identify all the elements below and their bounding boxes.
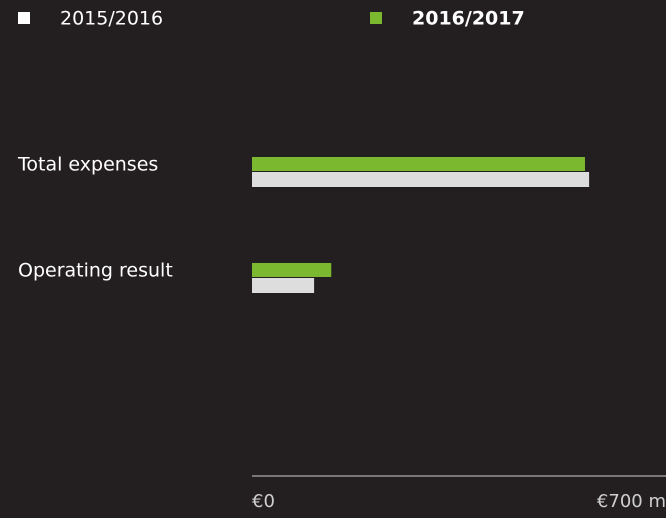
category-label: Total expenses [17,154,158,176]
x-tick-label: €700 m [597,491,666,512]
legend-label: 2015/2016 [60,8,163,30]
legend-label: 2016/2017 [412,8,525,30]
bar [252,172,590,187]
legend-swatch [370,12,382,24]
category-label: Operating result [18,260,173,282]
bar [252,263,332,277]
bar [252,278,315,293]
x-tick-label: €0 [252,491,275,512]
legend-swatch [18,12,30,24]
bar [252,157,585,171]
